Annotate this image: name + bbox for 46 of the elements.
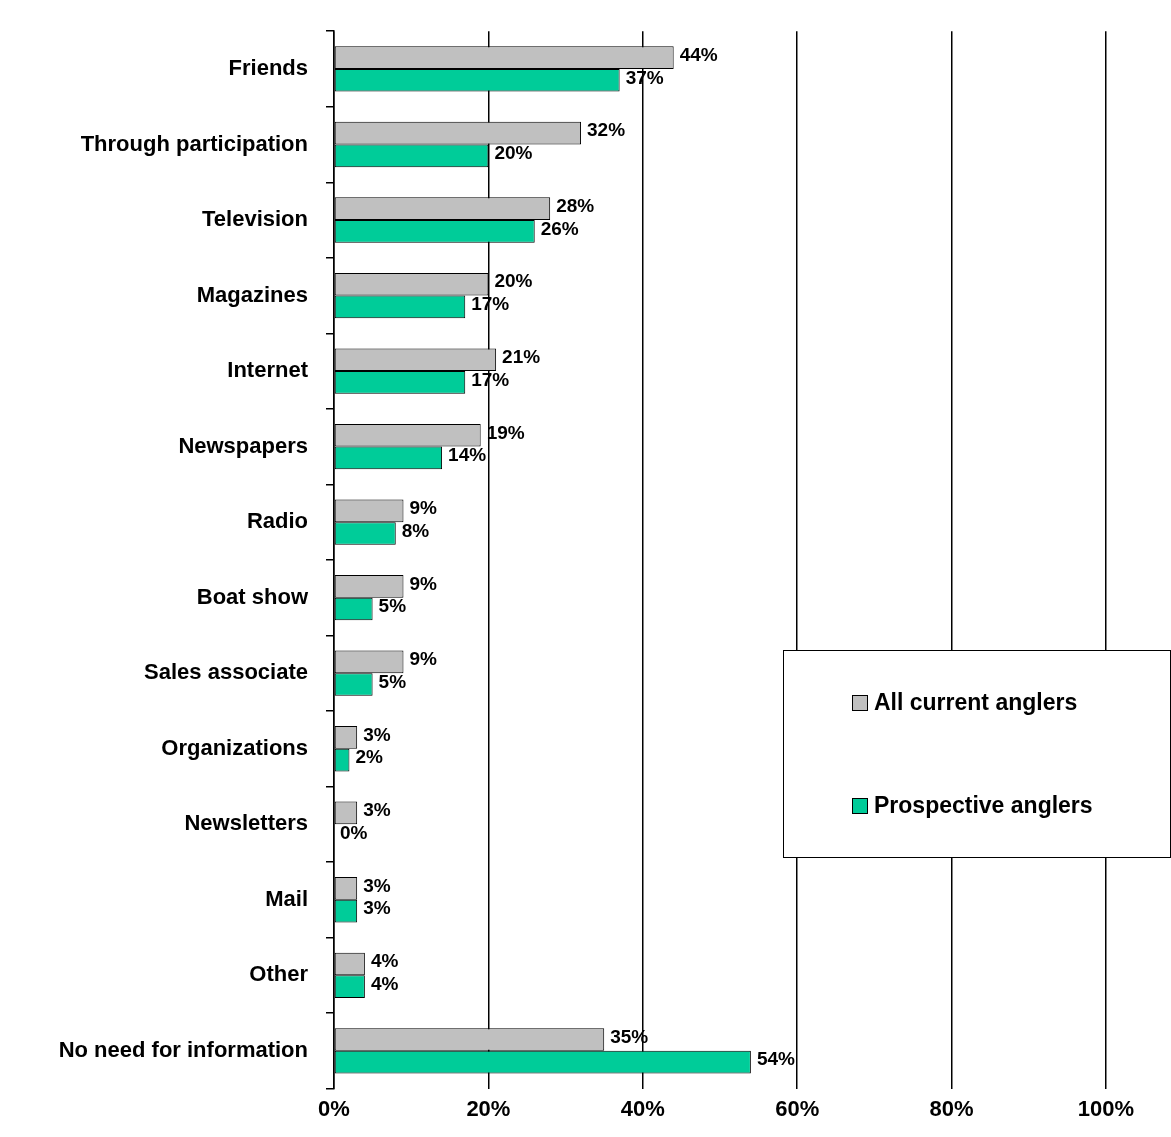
data-label: 4% <box>370 950 399 972</box>
y-tick-label: Mail <box>265 885 308 911</box>
data-label: 19% <box>486 421 525 443</box>
data-label: 3% <box>363 897 391 919</box>
data-label: 20% <box>494 142 533 164</box>
y-tick-label: Internet <box>227 357 309 383</box>
y-tick-label: Radio <box>246 508 308 534</box>
y-tick-label: Television <box>202 206 308 232</box>
data-label: 32% <box>587 119 626 141</box>
data-label: 3% <box>363 723 391 745</box>
data-label: 26% <box>540 217 579 239</box>
y-tick-label: Other <box>249 961 309 987</box>
x-tick-label: 0% <box>318 1095 350 1121</box>
y-tick-label: Newspapers <box>178 432 308 458</box>
y-tick-label: Sales associate <box>144 659 308 685</box>
x-tick-label: 100% <box>1077 1095 1135 1121</box>
data-label: 28% <box>556 194 595 216</box>
data-label: 3% <box>363 799 391 821</box>
legend-label: Prospective anglers <box>874 792 1093 819</box>
data-label: 54% <box>756 1048 796 1070</box>
y-tick-label: Magazines <box>196 281 308 307</box>
y-tick-label: No need for information <box>58 1036 308 1062</box>
data-label: 0% <box>340 821 368 843</box>
data-label: 3% <box>363 874 391 896</box>
x-tick-label: 20% <box>466 1095 511 1121</box>
data-label: 4% <box>370 972 399 994</box>
data-label: 20% <box>494 270 533 292</box>
data-label: 5% <box>378 670 407 692</box>
y-tick-label: Organizations <box>161 734 308 760</box>
data-label: 9% <box>409 497 438 519</box>
y-tick-label: Boat show <box>196 583 309 609</box>
y-tick-label: Newsletters <box>184 810 308 836</box>
data-label: 2% <box>355 746 384 768</box>
data-label: 5% <box>378 595 407 617</box>
legend-label: All current anglers <box>874 689 1078 716</box>
data-label: 8% <box>401 519 430 541</box>
x-tick-label: 40% <box>620 1095 665 1121</box>
x-tick-label: 60% <box>775 1095 820 1121</box>
data-label: 21% <box>502 345 541 367</box>
y-tick-label: Through participation <box>80 130 308 156</box>
x-tick-label: 80% <box>929 1095 974 1121</box>
data-label: 44% <box>679 43 718 65</box>
data-label: 14% <box>448 444 487 466</box>
data-label: 9% <box>409 572 438 594</box>
data-label: 9% <box>409 648 438 670</box>
y-tick-label: Friends <box>228 55 308 81</box>
